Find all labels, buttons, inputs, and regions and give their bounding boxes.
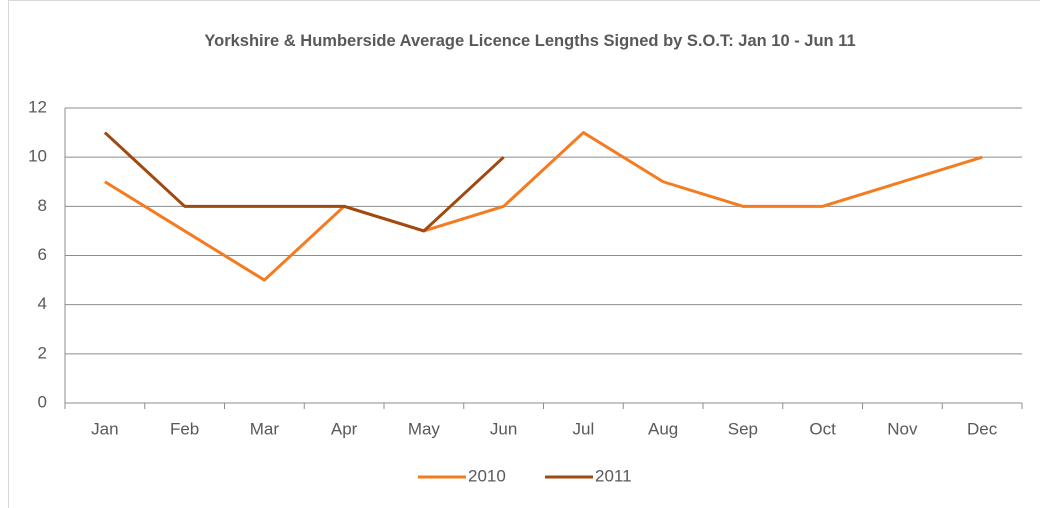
y-tick-label: 6 [38,245,47,264]
y-tick-label: 2 [38,343,47,362]
chart-title: Yorkshire & Humberside Average Licence L… [204,32,856,50]
y-tick-label: 12 [28,97,47,116]
x-tick-label: Sep [728,419,758,438]
x-tick-label: Jun [490,419,517,438]
y-tick-label: 10 [28,147,47,166]
x-tick-label: Jul [573,419,595,438]
x-tick-label: Apr [331,419,358,438]
series-line [104,131,983,282]
legend-label: 2011 [595,466,632,485]
x-tick-label: Aug [648,419,678,438]
y-tick-label: 0 [38,392,47,411]
chart-frame [8,0,1040,508]
y-tick-label: 4 [38,294,47,313]
x-tick-label: Dec [967,419,998,438]
legend-label: 2010 [468,466,506,485]
y-tick-label: 8 [38,196,47,215]
x-tick-label: Jan [91,419,118,438]
x-tick-label: Nov [887,419,918,438]
series-line [103,131,505,233]
x-tick-label: May [408,419,441,438]
x-tick-label: Oct [809,419,836,438]
x-tick-label: Mar [250,419,280,438]
x-tick-label: Feb [170,419,199,438]
